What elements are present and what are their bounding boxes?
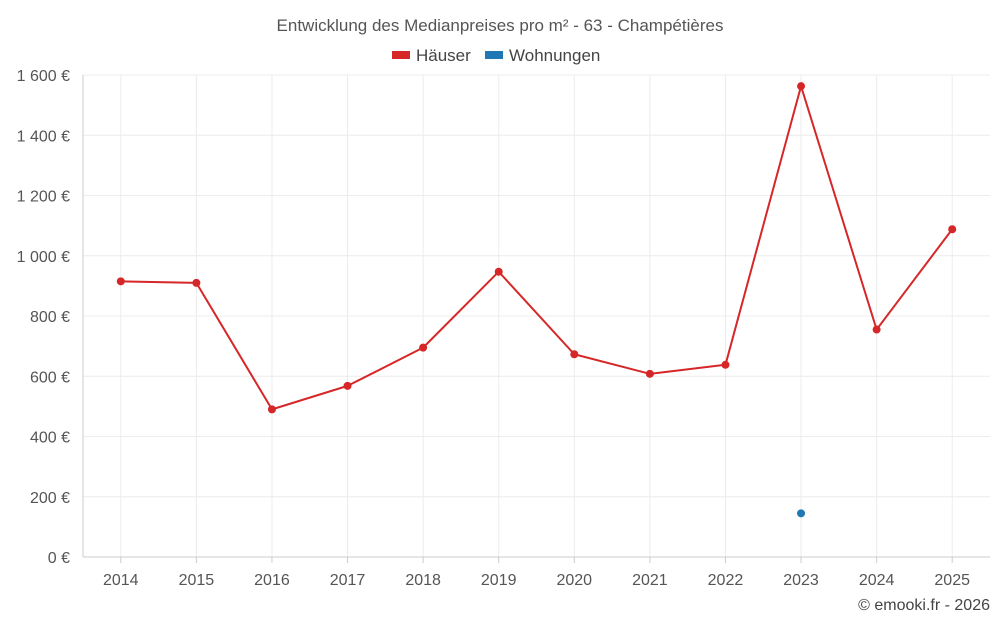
legend-item-haeuser[interactable]: Häuser — [392, 46, 471, 65]
y-tick-label: 1 000 € — [17, 249, 70, 266]
x-tick-label: 2022 — [708, 572, 744, 589]
x-tick-label: 2015 — [179, 572, 215, 589]
legend[interactable]: Häuser Wohnungen — [392, 46, 600, 65]
data-point-haeuser-2020[interactable] — [570, 350, 579, 359]
legend-swatch-wohnungen — [485, 51, 503, 59]
legend-label-haeuser: Häuser — [416, 46, 471, 65]
x-tick-label: 2021 — [632, 572, 668, 589]
data-point-haeuser-2022[interactable] — [721, 360, 730, 369]
x-tick-label: 2017 — [330, 572, 366, 589]
data-point-haeuser-2025[interactable] — [948, 225, 957, 234]
data-point-haeuser-2021[interactable] — [645, 369, 654, 378]
credit-text: © emooki.fr - 2026 — [858, 597, 990, 614]
y-tick-label: 800 € — [30, 309, 70, 326]
x-tick-label: 2023 — [783, 572, 819, 589]
x-tick-label: 2014 — [103, 572, 139, 589]
grid-layer — [83, 74, 990, 557]
y-tick-label: 0 € — [48, 550, 70, 567]
data-point-haeuser-2014[interactable] — [116, 277, 125, 286]
y-tick-label: 1 400 € — [17, 128, 70, 145]
data-point-haeuser-2019[interactable] — [494, 267, 503, 276]
legend-item-wohnungen[interactable]: Wohnungen — [485, 46, 600, 65]
series-line-haeuser — [120, 85, 954, 411]
x-tick-label: 2019 — [481, 572, 517, 589]
x-tick-label: 2024 — [859, 572, 895, 589]
y-tick-label: 600 € — [30, 369, 70, 386]
y-tick-label: 400 € — [30, 430, 70, 447]
x-tick-label: 2018 — [405, 572, 441, 589]
legend-label-wohnungen: Wohnungen — [509, 46, 600, 65]
data-point-haeuser-2023[interactable] — [797, 82, 806, 91]
data-point-haeuser-2018[interactable] — [419, 343, 428, 352]
legend-swatch-haeuser — [392, 51, 410, 59]
data-point-wohnungen-2023[interactable] — [797, 509, 806, 518]
data-point-haeuser-2017[interactable] — [343, 381, 352, 390]
data-point-haeuser-2015[interactable] — [192, 278, 201, 287]
data-point-haeuser-2024[interactable] — [872, 325, 881, 334]
x-tick-label: 2025 — [934, 572, 970, 589]
x-tick-label: 2020 — [556, 572, 592, 589]
series-layer — [116, 82, 957, 518]
x-tick-label: 2016 — [254, 572, 290, 589]
axis-layer: 0 € 200 € 400 € 600 € 800 € 1 000 € 1 200 € 1 4… — [17, 68, 990, 589]
y-tick-label: 1 600 € — [17, 68, 70, 85]
data-point-haeuser-2016[interactable] — [267, 405, 276, 414]
y-tick-label: 200 € — [30, 490, 70, 507]
y-tick-label: 1 200 € — [17, 189, 70, 206]
chart-title: Entwicklung des Medianpreises pro m² - 6… — [277, 16, 724, 35]
